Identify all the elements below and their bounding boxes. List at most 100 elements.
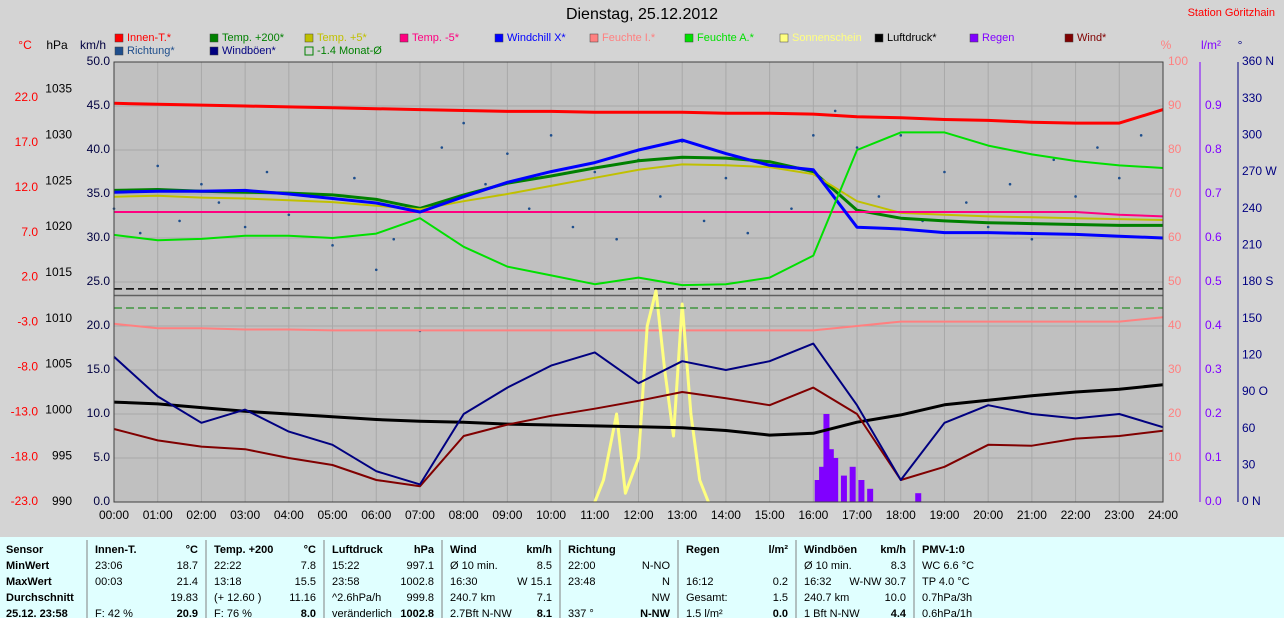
table-cell: 8.3 [891,560,906,572]
legend-label: Temp. -5* [412,32,460,44]
x-tick-label: 04:00 [274,508,304,522]
axis-title: °C [18,38,32,52]
table-cell: 1002.8 [400,576,434,588]
x-tick-label: 19:00 [929,508,959,522]
legend-label: Wind* [1077,32,1107,44]
y-tick-label: 30 [1168,362,1182,376]
x-tick-label: 14:00 [711,508,741,522]
direction-point [1008,182,1012,186]
table-cell: Ø 10 min. [450,560,498,572]
y-tick-label: 90 [1168,98,1182,112]
table-cell: 2.7Bft N-NW [450,608,512,618]
y-tick-label: 240 [1242,201,1262,215]
x-tick-label: 12:00 [623,508,653,522]
x-tick-label: 09:00 [492,508,522,522]
direction-point [462,121,465,125]
direction-point [986,225,990,229]
legend-label: Temp. +5* [317,32,368,44]
legend: Innen-T.* Temp. +200* Temp. +5* Temp. -5* Wi… [114,32,1107,57]
x-tick-label: 11:00 [580,508,609,522]
legend-label: Temp. +200* [222,32,285,44]
y-tick-label: 7.0 [21,225,38,239]
y-tick-label: 45.0 [87,98,111,112]
x-tick-label: 00:00 [99,508,129,522]
legend-marker [684,33,694,43]
y-tick-label: 10.0 [87,406,111,420]
direction-point [287,213,291,217]
table-cell: NW [652,592,671,604]
table-cell: F: 42 % [95,608,133,618]
direction-point [484,182,487,186]
x-tick-label: 23:00 [1104,508,1134,522]
table-cell: 16:32 [804,576,832,588]
x-tick-label: 06:00 [361,508,391,522]
y-tick-label: 80 [1168,142,1182,156]
legend-label: Luftdruck* [887,32,937,44]
direction-point [265,170,269,174]
table-cell: 4.4 [891,608,907,618]
y-tick-label: 995 [52,448,72,462]
direction-point [965,201,968,204]
direction-point [506,152,509,155]
legend-marker [304,46,314,56]
y-tick-label: 0.7 [1205,186,1222,200]
y-tick-label: 270 W [1242,164,1277,178]
series-line [113,386,1164,488]
table-cell: l/m² [768,544,788,556]
legend-label: Richtung* [127,45,175,57]
legend-marker [209,33,219,43]
direction-point [1139,134,1143,137]
direction-point [331,244,334,247]
series-line [113,138,1164,240]
y-tick-label: 1030 [45,128,72,142]
table-cell: 18.7 [177,560,198,572]
y-tick-label: 70 [1168,186,1182,200]
y-tick-label: -3.0 [17,315,38,329]
x-tick-label: 10:00 [536,508,566,522]
table-cell: MaxWert [6,576,52,588]
table-cell: 240.7 km [804,592,849,604]
rain-bar [867,488,874,502]
stats-table: Sensor MinWert MaxWert Durchschnitt 25.12. 2… [6,540,974,618]
direction-point [178,219,181,223]
table-cell: MinWert [6,560,50,572]
legend-marker [114,46,124,56]
table-cell: Durchschnitt [6,592,74,604]
y-tick-label: 1010 [45,311,72,325]
y-tick-label: 0.5 [1205,274,1222,288]
direction-point [877,195,881,198]
y-tick-label: 0.2 [1205,406,1222,420]
x-tick-label: 08:00 [449,508,479,522]
legend-marker [209,46,219,56]
table-cell: °C [304,544,316,556]
direction-point [440,146,444,149]
series-line [593,289,710,503]
table-cell: Regen [686,544,720,556]
x-tick-label: 22:00 [1061,508,1091,522]
table-cell: 999.8 [406,592,434,604]
table-cell: Temp. +200 [214,544,273,556]
table-cell: 8.0 [301,608,316,618]
rain-bar [832,458,839,502]
y-tick-label: 30.0 [87,230,111,244]
y-tick-label: 1020 [45,219,72,233]
axis-title: ° [1238,38,1243,52]
direction-point [790,207,793,210]
y-tick-label: 1000 [45,403,72,417]
y-tick-label: 20.0 [87,318,111,332]
direction-point [1074,195,1077,198]
direction-point [571,225,575,229]
table-cell: (+ 12.60 ) [214,592,261,604]
x-tick-label: 24:00 [1148,508,1178,522]
y-tick-label: -13.0 [11,404,39,418]
y-tick-label: 0.1 [1205,450,1222,464]
table-cell: 1.5 l/m² [686,608,723,618]
table-cell: 13:18 [214,576,242,588]
direction-point [156,164,160,168]
x-tick-label: 01:00 [143,508,173,522]
direction-point [353,176,356,180]
direction-point [724,176,728,180]
x-tick-label: 15:00 [755,508,785,522]
x-tick-label: 07:00 [405,508,435,522]
